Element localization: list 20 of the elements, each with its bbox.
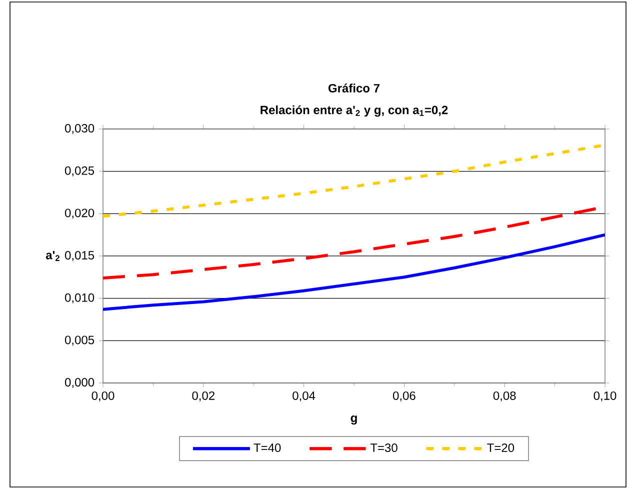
legend-label: T=40 — [254, 444, 281, 452]
x-tick-label: 0,10 — [594, 391, 616, 402]
chart-title: Gráfico 7 — [328, 84, 380, 92]
y-axis-title: a'$_{2}$ — [46, 250, 60, 262]
x-tick-label: 0,04 — [292, 391, 316, 402]
x-tick-label: 0,08 — [493, 391, 516, 402]
x-axis-title: g — [350, 416, 357, 425]
chart-subtitle: Relación entre a'$_{2}$ y g, con a$_{1}$=0,2 — [260, 105, 448, 117]
x-tick-label: 0,06 — [393, 391, 416, 402]
y-tick-label: 0,005 — [65, 336, 94, 346]
legend-label: T=30 — [370, 444, 398, 452]
x-tick-label: 0,02 — [192, 391, 214, 402]
legend-label: T=20 — [487, 444, 514, 452]
y-tick-label: 0,020 — [65, 208, 94, 219]
y-tick-label: 0,000 — [65, 378, 94, 388]
x-tick-label: 0,00 — [92, 391, 114, 402]
y-tick-label: 0,010 — [65, 293, 94, 304]
y-tick-label: 0,025 — [65, 166, 94, 176]
y-tick-label: 0,030 — [65, 124, 94, 134]
y-tick-label: 0,015 — [65, 251, 94, 261]
